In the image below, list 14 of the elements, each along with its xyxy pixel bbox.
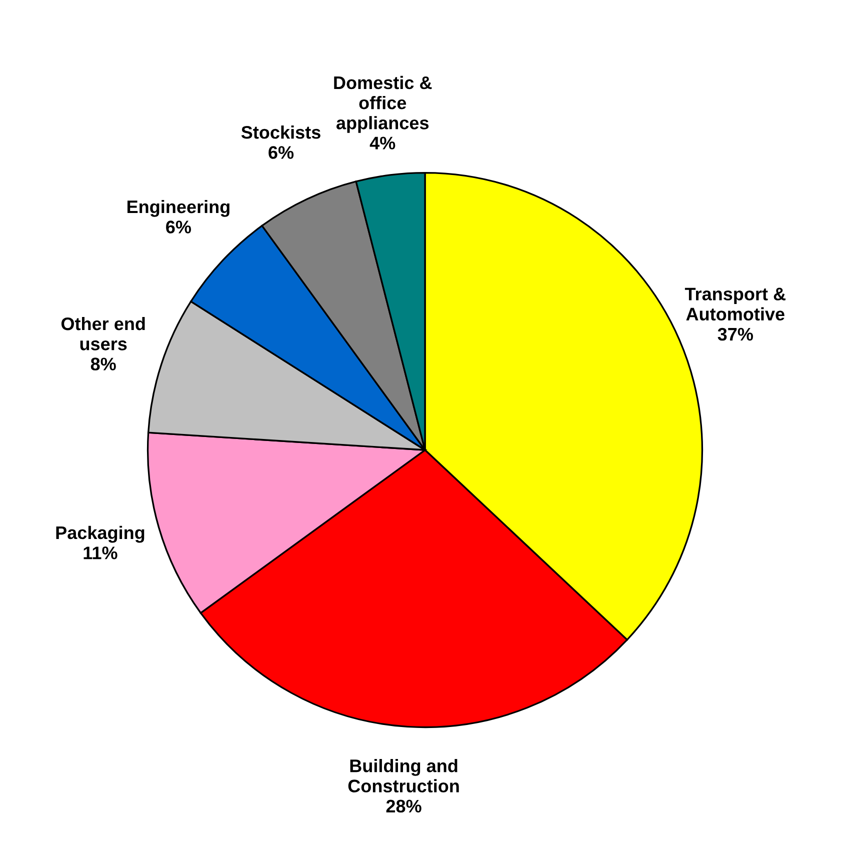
slice-label: Other end users xyxy=(61,316,145,350)
slice-label: Stockists xyxy=(241,126,320,139)
slice-label: Domestic & office appliances xyxy=(334,76,432,133)
data-label: 28% xyxy=(386,800,422,813)
slice-label: Building and Construction xyxy=(348,758,459,792)
slice-label: Transport & Automotive xyxy=(684,288,786,321)
data-label: 4% xyxy=(370,136,396,150)
data-label: 37% xyxy=(718,328,753,341)
slice-label: Engineering xyxy=(127,200,230,217)
data-label: 11% xyxy=(84,546,118,560)
slice-label: Packaging xyxy=(56,526,144,543)
data-label: 8% xyxy=(90,358,116,370)
data-label: 6% xyxy=(268,146,294,159)
data-label: 6% xyxy=(166,220,192,234)
